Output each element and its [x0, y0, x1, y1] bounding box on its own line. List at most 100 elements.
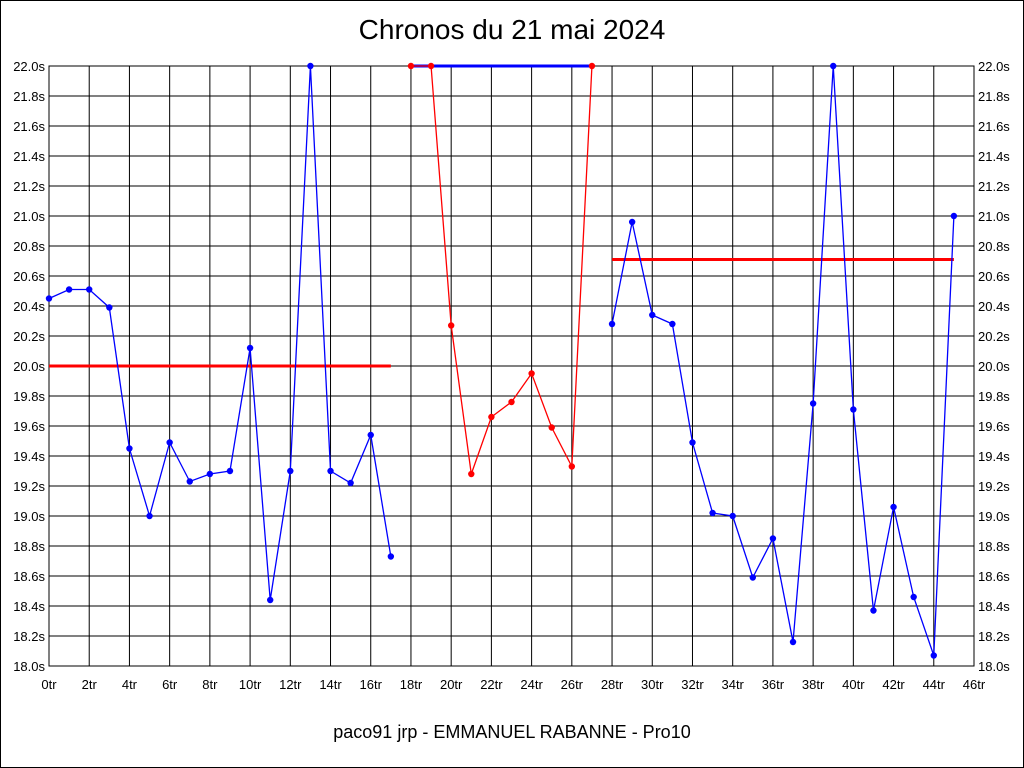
data-point	[447, 322, 455, 329]
x-tick-label: 34tr	[721, 677, 744, 692]
x-tick-label: 20tr	[440, 677, 463, 692]
y-tick-label: 21.8s	[13, 89, 45, 104]
data-point	[166, 439, 173, 446]
data-point	[729, 512, 736, 520]
data-point	[246, 344, 254, 352]
data-point	[488, 413, 495, 421]
x-tick-label: 22tr	[480, 677, 503, 692]
y-tick-label: 20.6s	[13, 269, 45, 284]
data-point	[669, 320, 676, 328]
x-tick-label: 8tr	[202, 677, 218, 692]
data-point	[709, 509, 716, 517]
y-tick-label: 21.6s	[978, 119, 1010, 134]
x-tick-label: 42tr	[882, 677, 905, 692]
y-tick-label: 18.2s	[978, 629, 1010, 644]
x-tick-label: 46tr	[963, 677, 986, 692]
data-point	[789, 638, 797, 646]
y-tick-label: 19.4s	[978, 449, 1010, 464]
data-point	[608, 320, 616, 328]
data-point	[427, 62, 435, 70]
data-point	[186, 478, 193, 485]
data-point	[870, 607, 877, 614]
x-tick-label: 2tr	[82, 677, 98, 692]
data-point	[45, 295, 53, 302]
series-line	[611, 65, 955, 656]
x-tick-label: 6tr	[162, 677, 178, 692]
y-tick-label: 19.8s	[13, 389, 45, 404]
data-point	[146, 512, 153, 520]
y-tick-label: 20.4s	[13, 299, 45, 314]
x-tick-label: 10tr	[239, 677, 262, 692]
y-tick-label: 19.0s	[978, 509, 1010, 524]
y-tick-label: 21.0s	[978, 209, 1010, 224]
y-tick-label: 20.0s	[13, 359, 45, 374]
data-point	[830, 62, 837, 70]
data-point	[367, 431, 374, 439]
y-tick-label: 19.6s	[13, 419, 45, 434]
data-point	[689, 439, 696, 446]
data-point	[226, 467, 234, 475]
y-tick-label: 19.2s	[978, 479, 1010, 494]
x-tick-label: 0tr	[41, 677, 57, 692]
y-tick-label: 18.0s	[978, 659, 1010, 674]
x-tick-label: 18tr	[400, 677, 423, 692]
data-point	[508, 398, 515, 406]
y-tick-label: 21.0s	[13, 209, 45, 224]
data-point	[206, 470, 214, 478]
y-axis-left-ticks: 18.0s 18.2s 18.4s 18.6s 18.8s 19.0s 19.2s 19.4s…	[13, 59, 45, 674]
data-point	[266, 596, 274, 604]
y-tick-label: 21.2s	[13, 179, 45, 194]
x-tick-label: 38tr	[802, 677, 825, 692]
data-point	[387, 553, 395, 560]
data-series	[45, 62, 958, 659]
y-tick-label: 19.2s	[13, 479, 45, 494]
y-tick-label: 21.2s	[978, 179, 1010, 194]
y-tick-label: 19.6s	[978, 419, 1010, 434]
x-tick-label: 16tr	[360, 677, 383, 692]
y-tick-label: 20.0s	[978, 359, 1010, 374]
data-point	[407, 62, 415, 70]
grid-lines	[48, 65, 975, 667]
x-tick-label: 30tr	[641, 677, 664, 692]
x-tick-label: 32tr	[681, 677, 704, 692]
x-tick-label: 12tr	[279, 677, 302, 692]
data-point	[930, 652, 937, 659]
y-tick-label: 18.4s	[978, 599, 1010, 614]
data-point	[850, 406, 857, 413]
y-tick-label: 20.4s	[978, 299, 1010, 314]
y-tick-label: 18.0s	[13, 659, 45, 674]
x-tick-label: 24tr	[520, 677, 543, 692]
x-tick-label: 28tr	[601, 677, 624, 692]
y-tick-label: 20.8s	[978, 239, 1010, 254]
y-tick-label: 18.8s	[13, 539, 45, 554]
data-point	[327, 467, 334, 475]
data-point	[548, 424, 555, 431]
data-point	[890, 503, 897, 511]
data-point	[950, 212, 958, 220]
y-tick-label: 20.8s	[13, 239, 45, 254]
y-axis-right-ticks: 18.0s 18.2s 18.4s 18.6s 18.8s 19.0s 19.2s 19.4s…	[978, 59, 1010, 674]
data-point	[307, 62, 314, 70]
x-tick-label: 44tr	[923, 677, 946, 692]
chart-title: Chronos du 21 mai 2024	[358, 14, 666, 45]
series-line	[410, 65, 593, 475]
y-tick-label: 22.0s	[978, 59, 1010, 74]
data-point	[628, 218, 636, 226]
data-point	[347, 479, 354, 487]
x-tick-label: 26tr	[561, 677, 584, 692]
series-line	[48, 65, 392, 601]
data-point	[588, 62, 596, 70]
data-point	[287, 467, 294, 475]
data-point	[568, 463, 576, 470]
y-tick-label: 21.8s	[978, 89, 1010, 104]
y-tick-label: 21.4s	[978, 149, 1010, 164]
y-tick-label: 20.6s	[978, 269, 1010, 284]
data-point	[528, 370, 535, 377]
y-tick-label: 18.6s	[978, 569, 1010, 584]
y-tick-label: 18.4s	[13, 599, 45, 614]
data-point	[749, 574, 757, 581]
x-axis-ticks: 0tr 2tr 4tr 6tr 8tr 10tr 12tr 14tr 16tr 18tr 20tr 2…	[41, 677, 985, 692]
x-tick-label: 4tr	[122, 677, 138, 692]
chart-footer: paco91 jrp - EMMANUEL RABANNE - Pro10	[333, 722, 691, 742]
